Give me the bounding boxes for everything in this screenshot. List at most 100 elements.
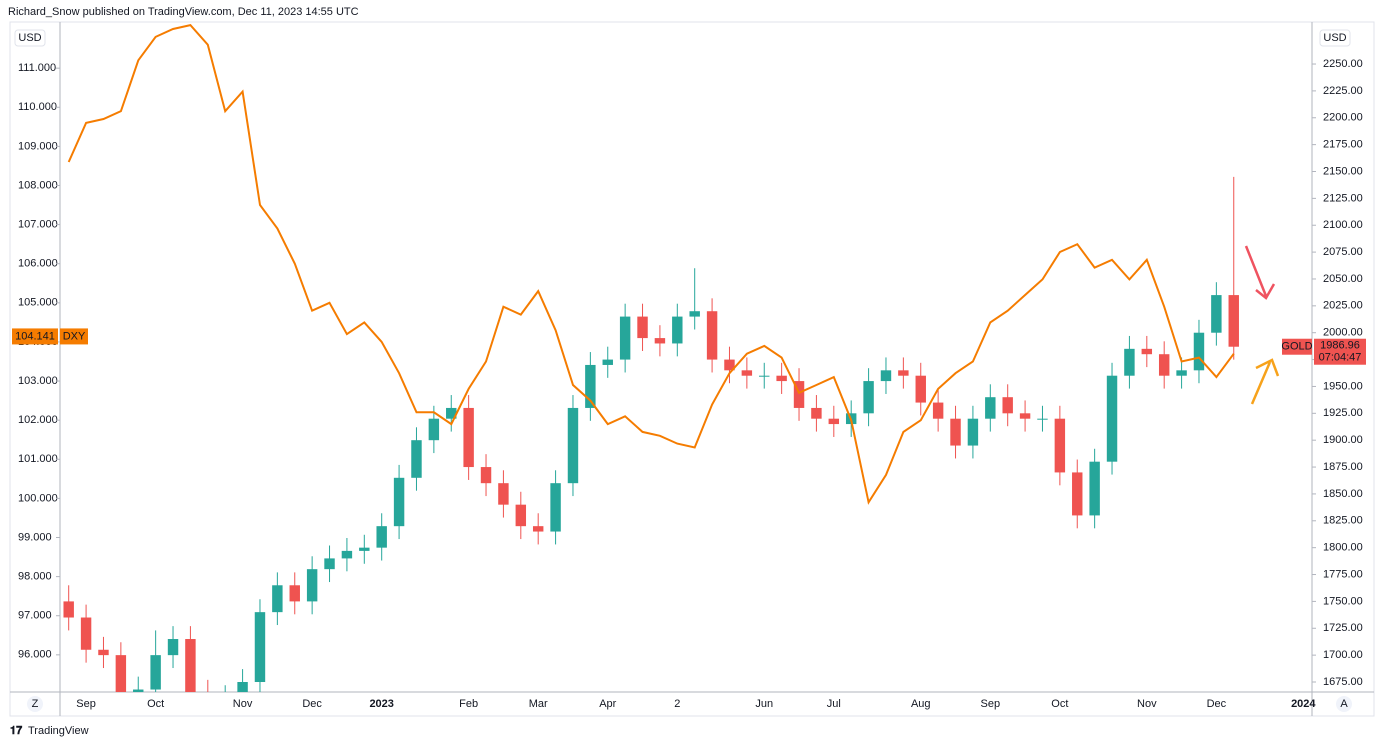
plot xyxy=(63,23,1239,692)
candle-body xyxy=(1072,472,1083,516)
candle-body xyxy=(376,526,387,548)
y2-tick-label: 1675.00 xyxy=(1323,676,1363,688)
candle-body xyxy=(480,467,492,484)
x-tick-label: Sep xyxy=(76,698,96,710)
x-tick-label: Jun xyxy=(755,698,773,710)
x-tick-label: 2024 xyxy=(1291,698,1316,710)
annotation-arrow xyxy=(1244,245,1276,300)
candle-body xyxy=(585,364,596,408)
x-tick-label: Oct xyxy=(1051,698,1068,710)
candle-body xyxy=(98,649,109,656)
candle-body xyxy=(637,316,648,339)
candle-body xyxy=(446,407,457,419)
y2-tick-label: 1800.00 xyxy=(1323,542,1363,554)
price-tag-name-text: GOLD xyxy=(1281,341,1312,353)
candle-body xyxy=(498,483,509,505)
x-tick-label: Dec xyxy=(1207,698,1227,710)
y2-tick-label: 2175.00 xyxy=(1323,139,1363,151)
x-tick-label: Aug xyxy=(911,698,931,710)
candle-body xyxy=(932,402,944,419)
candle-body xyxy=(80,617,92,650)
header: Richard_Snow published on TradingView.co… xyxy=(8,6,359,18)
candle-body xyxy=(602,359,613,365)
y-tick-label: 107.000 xyxy=(18,219,58,231)
y2-tick-label: 2025.00 xyxy=(1323,300,1363,312)
y-unit: USD xyxy=(18,32,41,44)
candle-body xyxy=(1228,295,1239,347)
candle-body xyxy=(672,316,683,344)
candle-body xyxy=(1002,397,1013,414)
y2-tick-label: 2225.00 xyxy=(1323,85,1363,97)
candle-body xyxy=(393,477,405,527)
candle-body xyxy=(411,440,422,478)
price-tag-name xyxy=(60,328,88,345)
y-tick-label: 105.000 xyxy=(18,297,58,309)
x-tick-label: Nov xyxy=(1137,698,1157,710)
price-tag-text: 104.141 xyxy=(15,330,55,342)
y-tick-label: 101.000 xyxy=(18,453,58,465)
button-label[interactable]: Z xyxy=(32,698,39,710)
x-tick-label: Nov xyxy=(233,698,253,710)
candle-body xyxy=(880,370,892,382)
y2-tick-label: 1725.00 xyxy=(1323,622,1363,634)
y2-tick-label: 2125.00 xyxy=(1323,192,1363,204)
y2-tick-label: 1925.00 xyxy=(1323,407,1363,419)
candle-body xyxy=(306,569,318,602)
y-tick-label: 100.000 xyxy=(18,492,58,504)
candle-body xyxy=(1124,348,1135,376)
unit-box xyxy=(14,29,46,47)
candle-body xyxy=(915,375,926,403)
y2-tick-label: 2200.00 xyxy=(1323,112,1363,124)
y-tick-label: 108.000 xyxy=(18,179,58,191)
candle-body xyxy=(759,375,770,377)
candle-body xyxy=(950,418,961,446)
candle-body xyxy=(619,316,631,360)
candle-body xyxy=(1037,418,1048,420)
price-tag xyxy=(12,328,58,345)
button[interactable] xyxy=(27,696,43,712)
candle-body xyxy=(1176,370,1187,376)
candle-body xyxy=(185,639,196,692)
button-label[interactable]: A xyxy=(1340,698,1348,710)
candle-body xyxy=(654,338,666,344)
candle-body xyxy=(567,407,579,484)
candle-body xyxy=(724,359,735,371)
price-tag-name-text: DXY xyxy=(63,330,86,342)
candle-body xyxy=(776,375,787,382)
y2-tick-label: 2100.00 xyxy=(1323,219,1363,231)
candle-body xyxy=(1158,354,1170,376)
x-tick-label: Feb xyxy=(459,698,478,710)
candle-body xyxy=(289,585,300,602)
candle-body xyxy=(828,418,840,425)
y-tick-label: 111.000 xyxy=(18,62,56,74)
x-tick-label: Mar xyxy=(529,698,548,710)
x-tick-label: 2023 xyxy=(369,698,393,710)
candle-body xyxy=(115,655,127,692)
candle-body xyxy=(741,370,753,376)
x-tick-label: Dec xyxy=(302,698,322,710)
y-tick-label: 110.000 xyxy=(18,101,57,113)
y-tick-label: 98.000 xyxy=(18,571,52,583)
candle-body xyxy=(811,407,822,419)
candle-body xyxy=(898,370,909,376)
y2-tick-label: 2000.00 xyxy=(1323,327,1363,339)
candle-body xyxy=(1089,461,1100,516)
candle-body xyxy=(63,601,74,618)
candle-body xyxy=(1054,418,1066,473)
y-tick-label: 96.000 xyxy=(18,649,52,661)
candle-body xyxy=(341,550,353,559)
frame xyxy=(9,21,1375,717)
price-tag-text: 1986.96 xyxy=(1320,340,1360,352)
candle-body xyxy=(532,526,544,532)
x-tick-label: Sep xyxy=(981,698,1001,710)
candle-body xyxy=(359,547,370,551)
unit-box xyxy=(1319,29,1351,47)
y-tick-label: 97.000 xyxy=(18,610,52,622)
y2-tick-label: 2250.00 xyxy=(1323,58,1363,70)
button[interactable] xyxy=(1336,696,1352,712)
candle-body xyxy=(150,655,161,690)
x-tick-label: 2 xyxy=(674,698,680,710)
candle-body xyxy=(706,311,718,360)
